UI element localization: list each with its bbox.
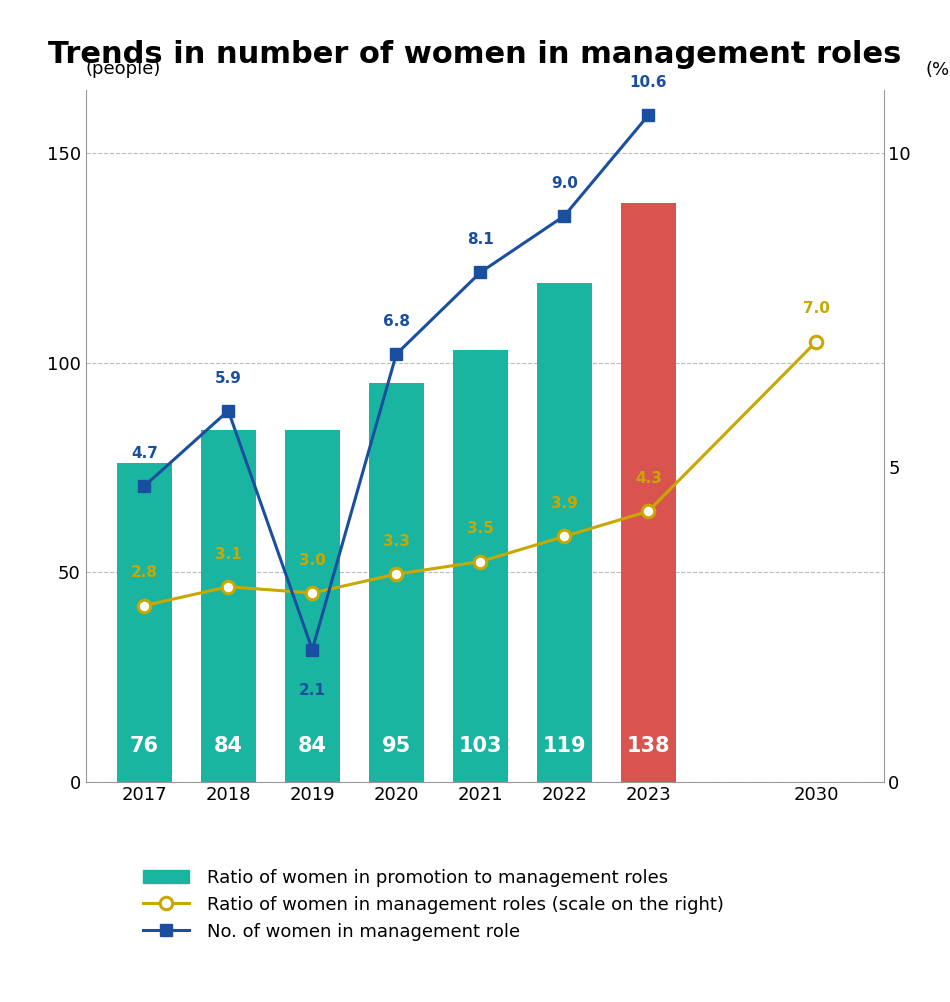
Text: (%): (%) bbox=[925, 61, 950, 79]
Text: 3.9: 3.9 bbox=[551, 496, 578, 511]
Bar bbox=[621, 203, 675, 782]
Text: 4.7: 4.7 bbox=[131, 446, 158, 461]
Text: 4.3: 4.3 bbox=[635, 471, 662, 486]
Text: 3.3: 3.3 bbox=[383, 534, 409, 549]
Text: 3.0: 3.0 bbox=[299, 553, 326, 568]
Text: Trends in number of women in management roles: Trends in number of women in management … bbox=[48, 40, 902, 69]
Text: 5.9: 5.9 bbox=[215, 371, 241, 386]
Text: 95: 95 bbox=[382, 736, 411, 757]
Text: 10.6: 10.6 bbox=[630, 75, 667, 90]
Text: 3.1: 3.1 bbox=[215, 546, 241, 561]
Text: 76: 76 bbox=[130, 736, 159, 757]
Bar bbox=[201, 430, 256, 782]
Text: 7.0: 7.0 bbox=[803, 302, 829, 317]
Text: 6.8: 6.8 bbox=[383, 314, 409, 329]
Text: 103: 103 bbox=[459, 736, 502, 757]
Text: 3.5: 3.5 bbox=[466, 521, 494, 536]
Text: 8.1: 8.1 bbox=[467, 232, 494, 247]
Text: 2.8: 2.8 bbox=[131, 565, 158, 580]
Text: 9.0: 9.0 bbox=[551, 175, 578, 190]
Text: 138: 138 bbox=[627, 736, 670, 757]
Text: (people): (people) bbox=[86, 59, 161, 77]
Text: 119: 119 bbox=[542, 736, 586, 757]
Bar bbox=[369, 384, 424, 782]
Text: 84: 84 bbox=[297, 736, 327, 757]
Text: 84: 84 bbox=[214, 736, 243, 757]
Bar bbox=[285, 430, 339, 782]
Bar bbox=[117, 463, 172, 782]
Text: 2.1: 2.1 bbox=[299, 683, 326, 698]
Bar bbox=[453, 350, 507, 782]
Legend: Ratio of women in promotion to management roles, Ratio of women in management ro: Ratio of women in promotion to managemen… bbox=[135, 860, 732, 950]
Bar bbox=[537, 283, 592, 782]
